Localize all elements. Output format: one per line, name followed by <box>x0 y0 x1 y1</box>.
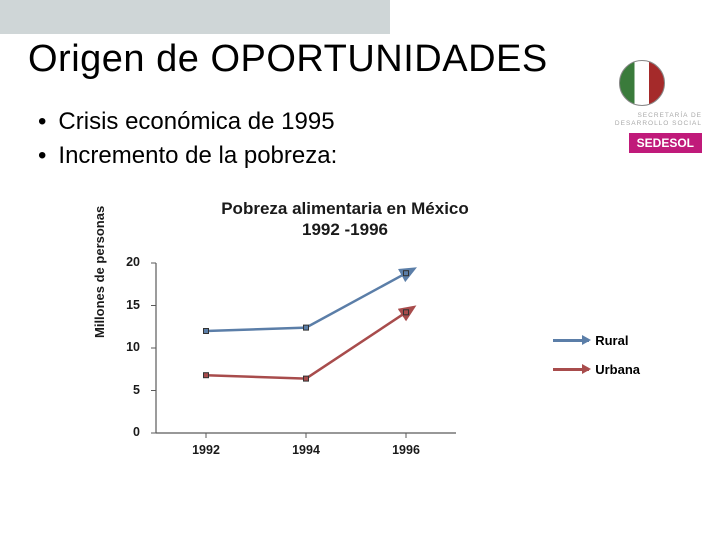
chart-title-line2: 1992 -1996 <box>302 220 388 239</box>
x-tick-label: 1994 <box>281 443 331 457</box>
y-tick-label: 0 <box>116 425 140 439</box>
logo-line1: SECRETARÍA DE <box>637 112 702 119</box>
legend-item-urbana: Urbana <box>553 362 640 377</box>
y-tick-label: 10 <box>116 340 140 354</box>
y-tick-label: 5 <box>116 383 140 397</box>
logo-subtitle: SECRETARÍA DE DESARROLLO SOCIAL <box>582 112 702 129</box>
chart-svg <box>146 258 466 458</box>
bullet-item: Incremento de la pobreza: <box>38 142 337 170</box>
y-axis-label: Millones de personas <box>92 206 107 338</box>
legend: Rural Urbana <box>553 333 640 391</box>
x-tick-label: 1992 <box>181 443 231 457</box>
legend-swatch-rural <box>553 339 589 342</box>
y-tick-label: 15 <box>116 298 140 312</box>
legend-item-rural: Rural <box>553 333 640 348</box>
page-title: Origen de OPORTUNIDADES <box>28 38 548 81</box>
legend-label-urbana: Urbana <box>595 362 640 377</box>
chart-title-line1: Pobreza alimentaria en México <box>221 199 469 218</box>
chart-title: Pobreza alimentaria en México 1992 -1996 <box>70 198 620 241</box>
logo-block: SECRETARÍA DE DESARROLLO SOCIAL SEDESOL <box>582 60 702 153</box>
logo-line2: DESARROLLO SOCIAL <box>615 120 702 127</box>
chart-container: Pobreza alimentaria en México 1992 -1996… <box>110 198 620 508</box>
x-tick-label: 1996 <box>381 443 431 457</box>
legend-label-rural: Rural <box>595 333 628 348</box>
y-tick-label: 20 <box>116 255 140 269</box>
sedesol-badge: SEDESOL <box>629 133 702 153</box>
header-accent-bar <box>0 0 390 34</box>
bullet-item: Crisis económica de 1995 <box>38 108 337 136</box>
legend-swatch-urbana <box>553 368 589 371</box>
mexico-crest-icon <box>619 60 665 106</box>
plot-area: 05101520199219941996 <box>146 258 466 463</box>
bullet-list: Crisis económica de 1995 Incremento de l… <box>38 108 337 176</box>
